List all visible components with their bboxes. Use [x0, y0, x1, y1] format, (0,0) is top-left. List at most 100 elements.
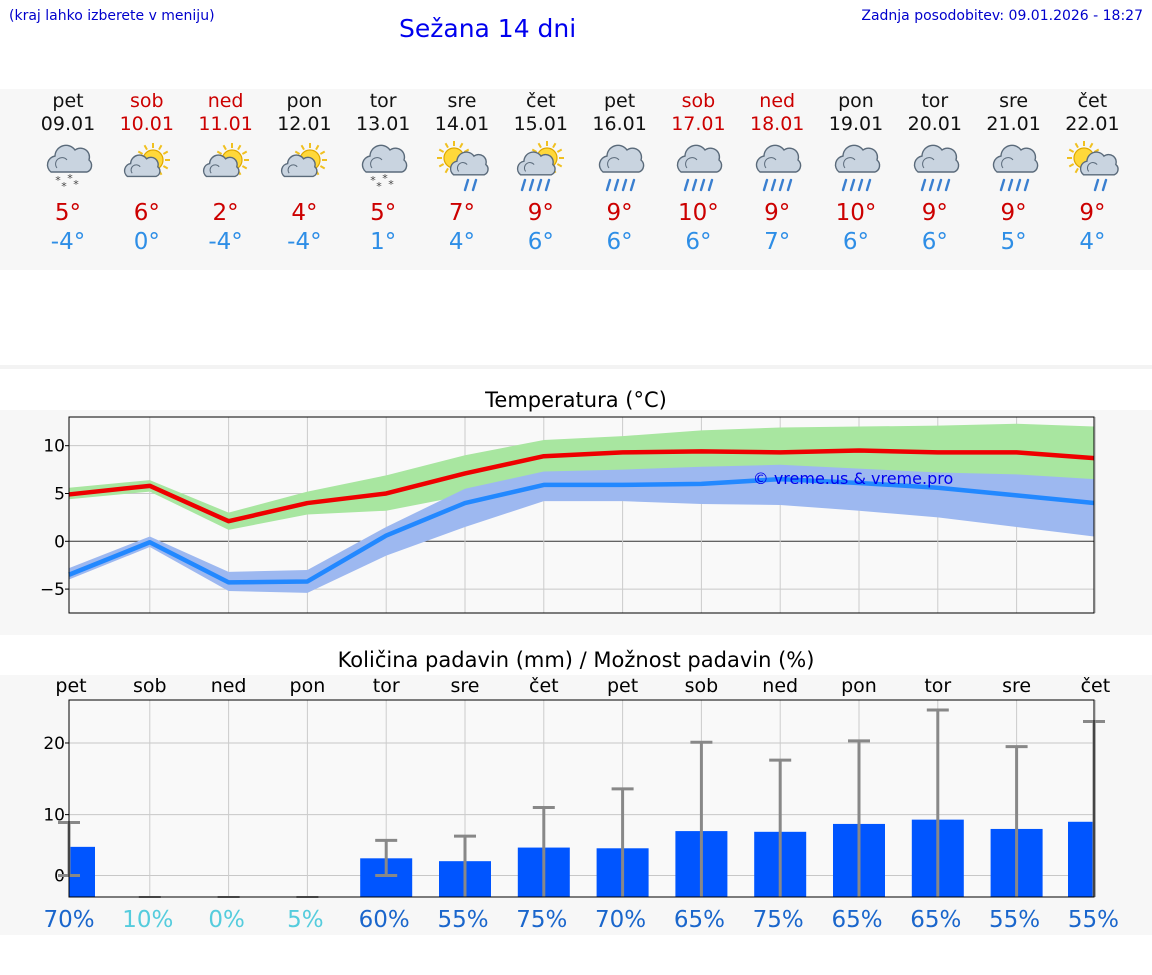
day-date: 10.01 — [119, 113, 174, 135]
min-temp: 6° — [842, 229, 870, 255]
location-menu-hint[interactable]: (kraj lahko izberete v meniju) — [9, 8, 215, 24]
precip-probability: 55% — [437, 907, 488, 933]
precip-category-label: sob — [685, 675, 719, 697]
weather-icon-slot: * * * * — [353, 140, 413, 198]
precip-probability: 5% — [287, 907, 324, 933]
max-temp: 4° — [291, 200, 318, 226]
cloud-rain-icon — [913, 144, 960, 192]
weather-icon-slot — [905, 140, 965, 198]
min-temp: -4° — [208, 229, 243, 255]
min-temp-line — [68, 476, 1095, 585]
precip-probability: 70% — [43, 907, 94, 933]
sun-cloud-heavy-rain-icon — [516, 141, 564, 192]
day-date: 14.01 — [434, 113, 490, 135]
weather-icon-slot — [432, 140, 492, 198]
svg-text:*: * — [61, 180, 67, 193]
svg-text:*: * — [55, 174, 61, 187]
day-name: sob — [130, 90, 164, 112]
day-date: 21.01 — [986, 113, 1041, 135]
temp-ytick-label: 0 — [54, 532, 65, 552]
sun-cloud-icon — [281, 143, 328, 178]
precip-plot-frame — [68, 699, 1095, 898]
day-date: 15.01 — [513, 113, 568, 135]
day-date: 18.01 — [749, 113, 805, 135]
precip-probability: 10% — [122, 907, 173, 933]
day-name: sre — [999, 90, 1029, 112]
daily-forecast-strip — [0, 89, 1152, 270]
cloud-rain-icon — [992, 144, 1038, 192]
section-divider — [0, 365, 1152, 369]
precipitation-chart-title: Količina padavin (mm) / Možnost padavin … — [337, 648, 815, 672]
max-temp: 10° — [678, 200, 719, 226]
temp-ytick-label: −5 — [40, 580, 65, 600]
temp-plot-frame — [68, 416, 1095, 614]
svg-text:*: * — [388, 178, 394, 191]
day-name: pet — [603, 90, 636, 112]
day-date: 09.01 — [40, 113, 96, 135]
min-temp: 5° — [1000, 229, 1027, 255]
watermark: © vreme.us & vreme.pro — [753, 469, 954, 488]
cloud-rain-icon — [834, 144, 881, 192]
precip-probability: 0% — [208, 907, 245, 933]
min-temp: 6° — [685, 229, 712, 255]
precip-probability: 75% — [753, 907, 804, 933]
temp-ytick-label: 10 — [43, 437, 65, 457]
max-temp: 5° — [370, 200, 397, 226]
precip-ytick-label: 20 — [43, 734, 65, 754]
weather-icon-slot — [274, 140, 334, 198]
precip-ytick-label: 10 — [43, 806, 65, 826]
precip-category-label: tor — [373, 675, 400, 697]
day-name: ned — [207, 90, 244, 112]
min-temp: 4° — [1079, 229, 1106, 255]
precip-probability: 65% — [674, 907, 725, 933]
day-date: 22.01 — [1065, 113, 1120, 135]
precip-category-label: pet — [607, 675, 638, 697]
weather-icon-slot — [117, 140, 177, 198]
sun-cloud-icon — [123, 143, 170, 178]
weather-icon-slot — [668, 140, 728, 198]
cloud-rain-icon — [756, 144, 802, 192]
day-date: 17.01 — [671, 113, 726, 135]
min-temp: 1° — [370, 229, 397, 255]
weather-icon-slot — [826, 140, 886, 198]
day-name: tor — [369, 90, 397, 112]
sun-cloud-rain-icon — [437, 141, 489, 192]
svg-text:*: * — [376, 180, 382, 193]
weather-icon-slot — [196, 140, 256, 198]
svg-text:*: * — [73, 178, 79, 191]
day-name: sob — [681, 90, 716, 112]
day-name: pon — [838, 90, 874, 112]
min-temp: 0° — [133, 229, 160, 255]
min-temp: 4° — [448, 229, 476, 255]
max-temp: 7° — [448, 200, 476, 226]
cloud-rain-icon — [677, 144, 723, 192]
max-temp-line — [68, 448, 1095, 524]
cloud-rain-icon — [598, 144, 644, 192]
precip-category-label: sob — [133, 675, 167, 697]
weather-icon-slot — [984, 140, 1044, 198]
precip-category-label: čet — [529, 675, 559, 697]
precip-probability: 70% — [595, 907, 646, 933]
page-title: Sežana 14 dni — [399, 14, 577, 43]
precip-probability: 75% — [516, 907, 567, 933]
day-date: 20.01 — [907, 113, 962, 135]
precip-category-label: sre — [1002, 675, 1031, 697]
weather-icon-slot: * * * * — [38, 140, 98, 198]
day-name: sre — [447, 90, 477, 112]
max-temp: 9° — [921, 200, 948, 226]
sun-cloud-icon — [202, 143, 249, 178]
day-date: 19.01 — [828, 113, 884, 135]
precip-category-label: pet — [55, 675, 86, 697]
weather-icon-slot — [590, 140, 650, 198]
day-name: pet — [52, 90, 84, 112]
precip-category-label: sre — [451, 675, 480, 697]
day-name: čet — [526, 90, 556, 112]
precip-probability: 65% — [831, 907, 882, 933]
temperature-chart-title: Temperatura (°C) — [485, 388, 667, 412]
day-name: pon — [286, 90, 323, 112]
max-temp: 5° — [54, 200, 82, 226]
svg-text:*: * — [67, 172, 73, 185]
day-date: 11.01 — [198, 113, 253, 135]
weather-icon-slot — [511, 140, 571, 198]
